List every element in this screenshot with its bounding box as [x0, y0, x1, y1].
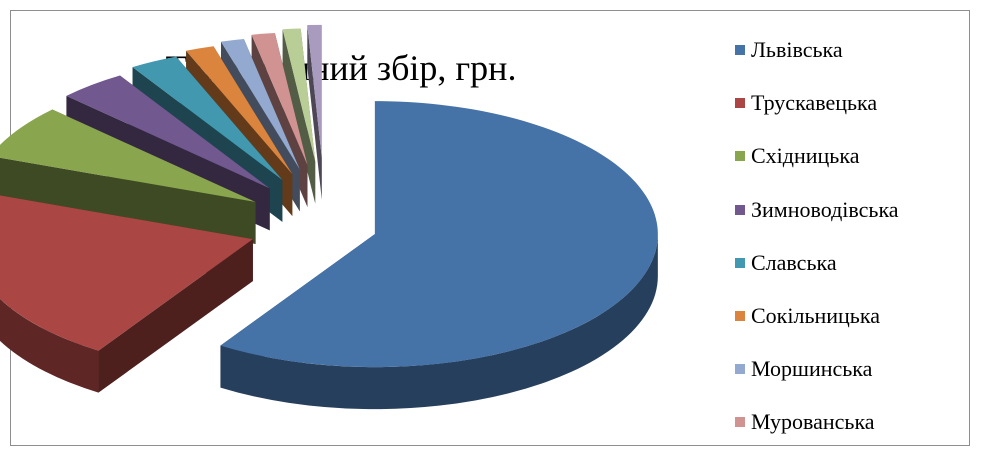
- pie-slice-10: [307, 24, 322, 200]
- legend-item: Зимноводівська: [735, 197, 899, 250]
- legend-item: Мурованська: [735, 409, 899, 462]
- legend-swatch: [735, 151, 745, 162]
- legend-swatch: [735, 257, 745, 268]
- legend-label: Львівська: [751, 37, 843, 62]
- legend-swatch: [735, 417, 745, 428]
- legend-swatch: [735, 310, 745, 321]
- legend-swatch: [735, 204, 745, 215]
- legend-item: Сокільницька: [735, 303, 899, 356]
- legend-label: Східницька: [751, 143, 860, 169]
- legend-item: Славська: [735, 250, 899, 303]
- legend-label: Сокільницька: [751, 302, 880, 328]
- legend-label: Моршинська: [751, 356, 873, 382]
- legend-label: Трускавецька: [751, 90, 878, 116]
- pie-slice-1: [220, 101, 658, 410]
- legend-label: Славська: [751, 249, 837, 275]
- legend-swatch: [735, 364, 745, 375]
- legend-label: Зимноводівська: [751, 196, 899, 222]
- legend-label: Мурованська: [751, 409, 875, 435]
- legend-swatch: [735, 98, 745, 109]
- chart-legend: Львівська Трускавецька Східницька Зимноводі…: [735, 37, 899, 463]
- pie-slice-9: [282, 28, 316, 204]
- legend-item: Львівська: [735, 37, 899, 90]
- pie-slice-3: [0, 109, 256, 245]
- legend-item: Трускавецька: [735, 90, 899, 143]
- legend-swatch: [735, 45, 745, 55]
- pie-slice-2: [0, 195, 253, 393]
- legend-item: Східницька: [735, 143, 899, 196]
- legend-item: Моршинська: [735, 356, 899, 409]
